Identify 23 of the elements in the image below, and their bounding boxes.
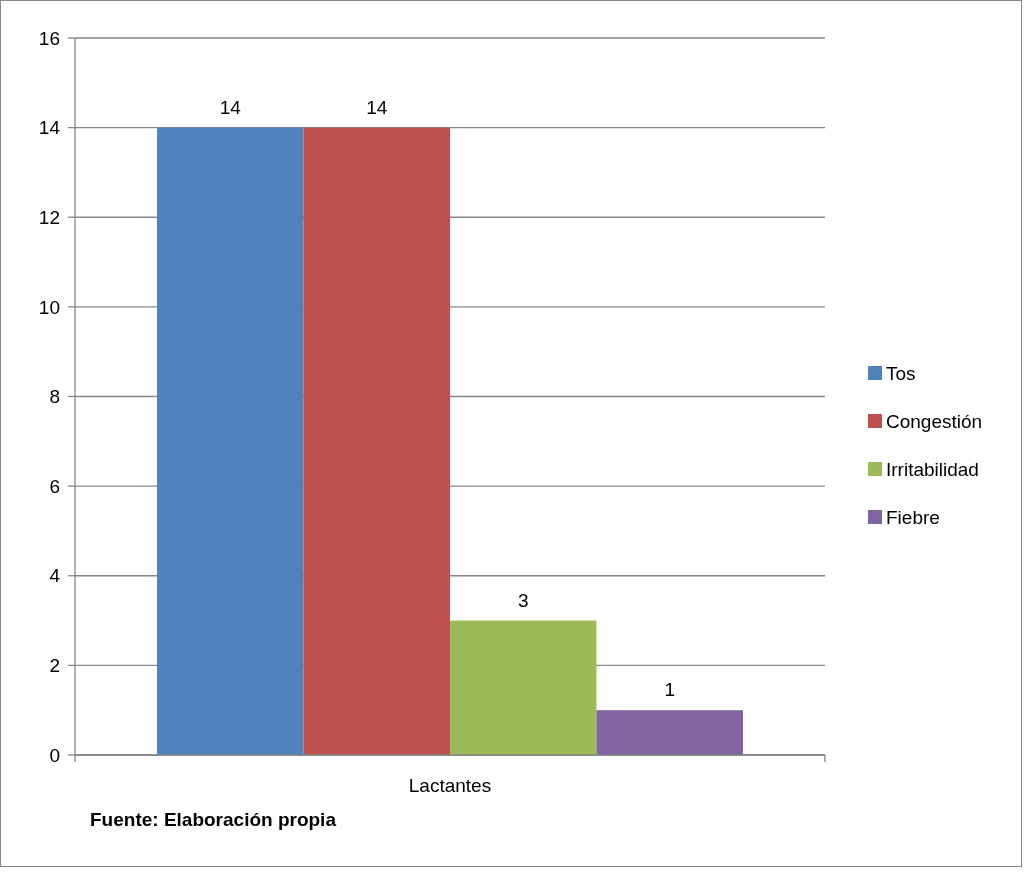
y-tick-label: 0: [49, 744, 60, 766]
y-tick-label: 12: [38, 206, 60, 228]
legend-label: Fiebre: [886, 506, 940, 528]
y-tick-label: 2: [49, 655, 60, 677]
x-tick-label: Lactantes: [408, 775, 492, 796]
bar: [303, 127, 450, 755]
bar: [450, 620, 597, 755]
y-tick-label: 6: [49, 475, 60, 497]
data-label: 3: [517, 589, 529, 611]
bar: [157, 127, 304, 755]
y-tick-label: 8: [49, 386, 60, 408]
y-tick-label: 14: [38, 117, 61, 139]
y-tick-label: 10: [38, 296, 60, 318]
data-label: 14: [219, 96, 242, 118]
legend-label: Congestión: [886, 410, 983, 432]
y-tick-label: 16: [38, 27, 60, 49]
data-label: 1: [664, 679, 676, 701]
y-tick-label: 4: [49, 565, 61, 587]
legend-label: Tos: [886, 362, 916, 384]
data-label: 14: [366, 96, 388, 118]
bar: [596, 710, 743, 755]
source-note: Fuente: Elaboración propia: [90, 809, 337, 830]
legend-label: Irritabilidad: [886, 458, 979, 480]
